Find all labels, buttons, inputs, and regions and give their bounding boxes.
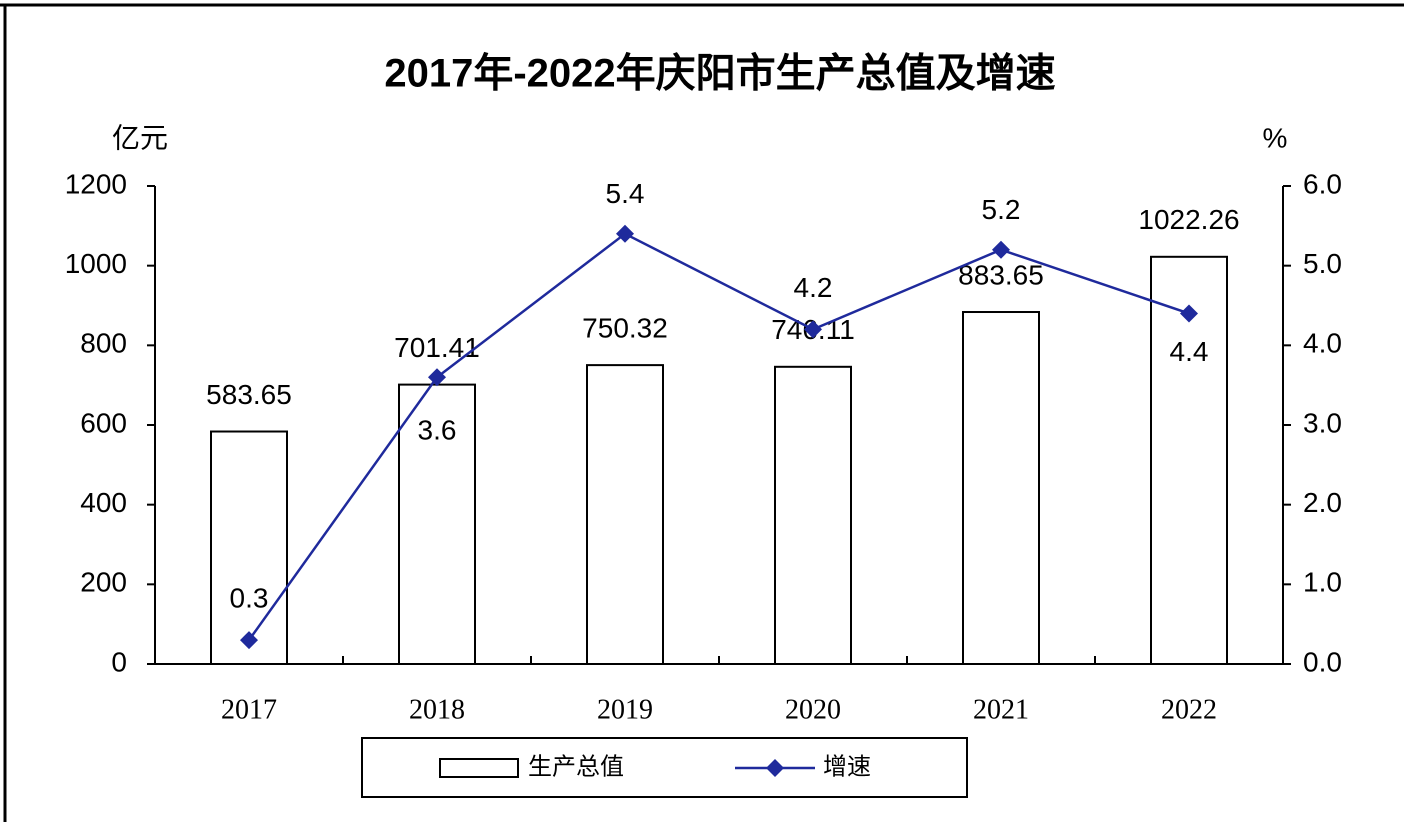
y-tick-label: 400: [80, 487, 127, 518]
y-tick-label: 0: [111, 646, 127, 677]
chart-title: 2017年-2022年庆阳市生产总值及增速: [384, 52, 1055, 96]
legend-label: 增速: [823, 753, 871, 780]
legend-swatch: [439, 758, 519, 778]
y-tick-label: 800: [80, 328, 127, 359]
line-value-label: 0.3: [230, 582, 269, 613]
line-marker: [428, 368, 446, 387]
line-marker: [240, 631, 258, 650]
line-marker: [616, 224, 634, 243]
y2-tick-label: 3.0: [1303, 407, 1342, 438]
legend-marker: [766, 759, 784, 777]
line-value-label: 4.2: [794, 272, 833, 303]
line-marker: [1180, 304, 1198, 323]
line-value-label: 5.2: [982, 194, 1021, 225]
y2-tick-label: 5.0: [1303, 248, 1342, 279]
x-tick-label: 2018: [409, 694, 465, 725]
legend-label: 生产总值: [528, 753, 624, 780]
x-tick-label: 2020: [785, 694, 841, 725]
y-tick-label: 1200: [65, 168, 127, 199]
bar-value-label: 883.65: [958, 259, 1044, 290]
bar: [1150, 255, 1228, 665]
bar: [210, 430, 288, 665]
line: [247, 232, 1190, 641]
x-tick-label: 2022: [1161, 694, 1217, 725]
y2-tick-label: 6.0: [1303, 168, 1342, 199]
bar-value-label: 701.41: [394, 332, 480, 363]
bar-value-label: 1022.26: [1138, 204, 1239, 235]
x-tick-label: 2021: [973, 694, 1029, 725]
y2-tick-label: 0.0: [1303, 646, 1342, 677]
bar: [962, 311, 1040, 665]
line-value-label: 5.4: [606, 178, 645, 209]
bar: [774, 365, 852, 665]
bar-value-label: 583.65: [206, 379, 292, 410]
y2-tick-label: 2.0: [1303, 487, 1342, 518]
y-tick-label: 200: [80, 567, 127, 598]
line-value-label: 3.6: [418, 415, 457, 446]
x-tick-label: 2019: [597, 694, 653, 725]
y-tick-label: 1000: [65, 248, 127, 279]
bar-value-label: 750.32: [582, 313, 668, 344]
y-tick-label: 600: [80, 407, 127, 438]
line-marker: [804, 320, 822, 339]
bar: [586, 364, 664, 665]
y2-tick-label: 1.0: [1303, 567, 1342, 598]
y2-axis-label: %: [1263, 122, 1288, 153]
line-marker: [992, 240, 1010, 259]
x-tick-label: 2017: [221, 694, 277, 725]
y-axis-label: 亿元: [112, 122, 168, 153]
y2-tick-label: 4.0: [1303, 328, 1342, 359]
line-value-label: 4.4: [1170, 336, 1209, 367]
bar: [398, 383, 476, 665]
